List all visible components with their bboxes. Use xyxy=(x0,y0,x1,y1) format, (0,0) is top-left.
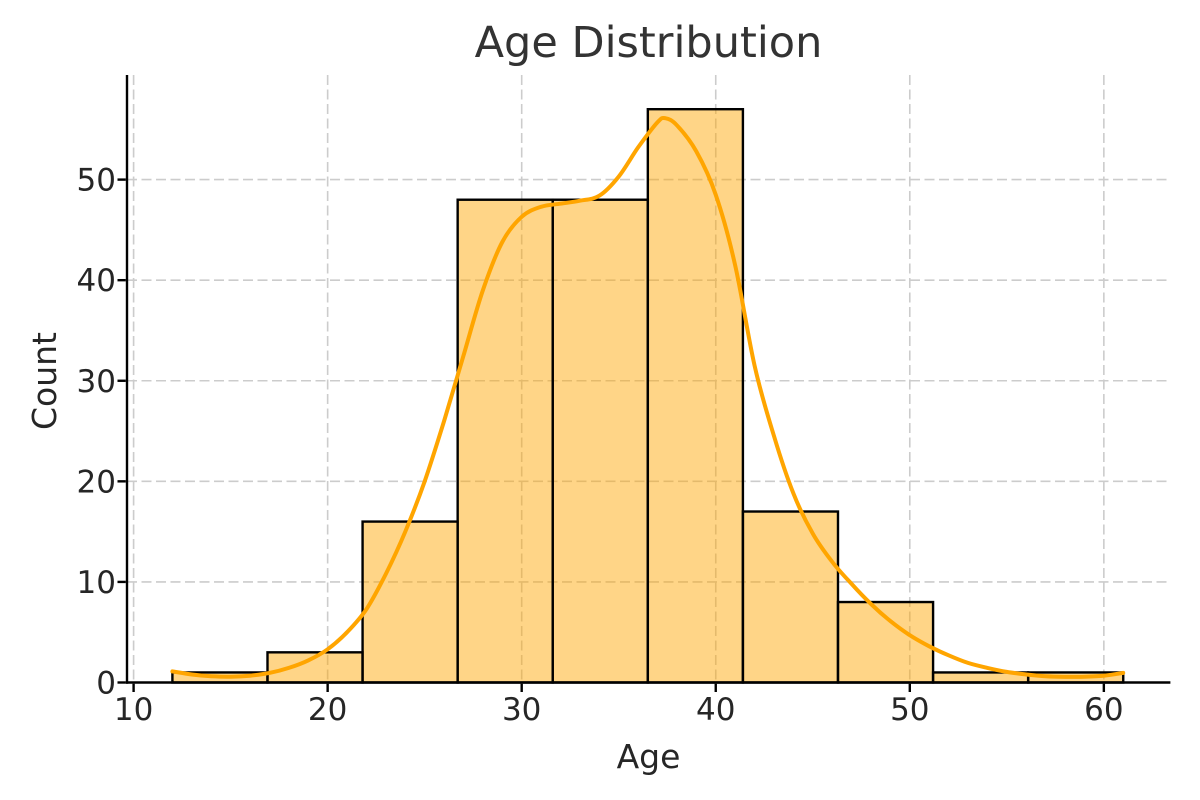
y-tick-label: 50 xyxy=(77,163,116,199)
y-axis-label: Count xyxy=(25,332,64,430)
x-tick-label: 50 xyxy=(890,692,929,728)
x-tick-label: 10 xyxy=(114,692,153,728)
x-tick-label: 40 xyxy=(696,692,735,728)
axes xyxy=(125,75,1171,684)
x-axis-ticks: 10 20 30 40 50 60 xyxy=(114,683,1124,728)
histogram-bar xyxy=(741,510,840,684)
y-tick-label: 40 xyxy=(77,263,116,299)
x-tick-label: 20 xyxy=(308,692,347,728)
histogram-bar xyxy=(646,107,745,684)
histogram-bar xyxy=(361,520,459,684)
x-axis-label: Age xyxy=(617,737,681,776)
kde-curve xyxy=(170,115,1126,679)
y-tick-label: 30 xyxy=(77,364,116,400)
histogram-bar xyxy=(456,198,554,684)
x-tick-label: 30 xyxy=(502,692,541,728)
chart-title: Age Distribution xyxy=(475,18,823,68)
x-tick-label: 60 xyxy=(1084,692,1123,728)
histogram-bars xyxy=(171,107,1125,684)
y-tick-label: 10 xyxy=(77,565,116,601)
y-tick-label: 20 xyxy=(77,464,116,500)
y-axis-ticks: 0 10 20 30 40 50 xyxy=(77,163,126,702)
y-tick-label: 0 xyxy=(96,666,116,702)
histogram-bar xyxy=(551,198,650,684)
